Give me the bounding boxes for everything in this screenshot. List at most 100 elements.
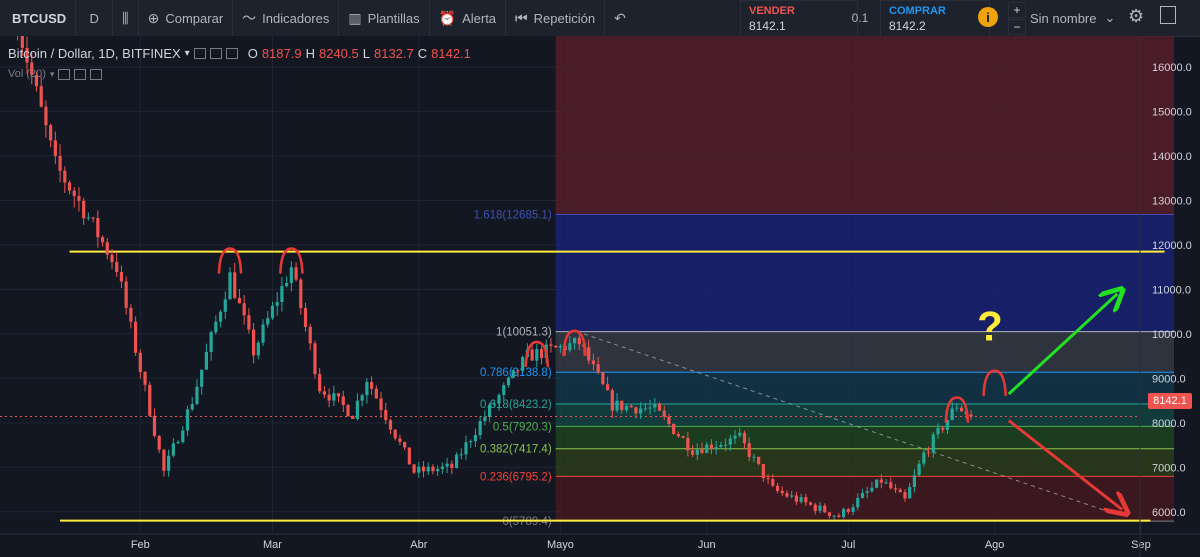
candle-body [322, 391, 326, 395]
layout-menu[interactable]: Sin nombre ⌄ [1030, 0, 1115, 36]
candle-body [639, 408, 643, 414]
fib-band [555, 404, 1174, 427]
candle-body [624, 405, 629, 410]
candle-body [294, 267, 298, 280]
compare-icon: ⊕ [147, 9, 160, 26]
x-tick-label: Abr [410, 539, 427, 551]
candle-body [105, 242, 109, 255]
candle-body [67, 182, 72, 191]
indicators-icon: 〜 [242, 10, 257, 26]
candle-body [747, 443, 751, 457]
candle-body [941, 427, 945, 430]
quantity-value[interactable]: 0.1 [851, 11, 869, 25]
layout-name: Sin nombre [1030, 10, 1097, 26]
candle-body [421, 466, 426, 472]
candle-body [440, 466, 444, 470]
settings-mini-icon[interactable] [209, 48, 222, 59]
decrease-qty-button[interactable]: − [1008, 19, 1026, 35]
candle-body [842, 509, 846, 518]
candle-body [686, 437, 690, 451]
candle-body [34, 74, 39, 87]
candle-body [365, 381, 369, 396]
candle-body [49, 125, 53, 141]
sell-price: 8142.1 [749, 19, 786, 33]
candle-body [657, 403, 662, 411]
candle-body [379, 398, 383, 410]
candle-body [539, 349, 544, 359]
x-tick-label: Jul [841, 539, 855, 551]
undo-button[interactable]: ↶ [605, 0, 635, 36]
candle-body [237, 297, 242, 304]
symbol-search[interactable]: BTCUSD [0, 0, 77, 36]
replay-button[interactable]: ⏮ Repetición [506, 0, 606, 36]
chevron-down-icon[interactable]: ▾ [49, 68, 55, 79]
red-top-arc [524, 340, 550, 368]
templates-button[interactable]: ▥ Plantillas [339, 0, 430, 36]
low-value: 8132.7 [373, 46, 414, 61]
question-mark-annotation: ? [977, 303, 1003, 350]
candle-body [728, 438, 732, 445]
candle-body [303, 308, 308, 327]
settings-mini-icon[interactable] [74, 68, 87, 80]
close-value: 8142.1 [431, 46, 471, 61]
fullscreen-icon[interactable] [1160, 6, 1176, 24]
x-tick-label: Sep [1131, 539, 1151, 551]
axes: 16000.0 15000.0 14000.0 13000.0 12000.0 11000… [0, 36, 1200, 557]
candle-body [20, 36, 24, 48]
candle-body [360, 395, 364, 401]
y-tick-label: 9000.0 [1152, 373, 1186, 385]
candle-body [771, 478, 775, 486]
chart-type-button[interactable]: ⫼ [113, 0, 139, 36]
buy-price: 8142.2 [889, 19, 926, 33]
price-chart[interactable]: 1.618(12685.1)1(10051.3)0.786(9138.8)0.6… [0, 36, 1200, 557]
gear-icon[interactable]: ⚙ [1128, 6, 1145, 26]
close-mini-icon[interactable] [90, 68, 103, 80]
alert-button[interactable]: ⏰ Alerta [430, 0, 507, 36]
candle-body [497, 394, 501, 404]
fib-level-label: 1(10051.3) [496, 327, 552, 339]
candle-body [138, 352, 142, 372]
candle-body [837, 515, 841, 518]
sell-button[interactable]: VENDER 8142.1 [740, 0, 858, 38]
increase-qty-button[interactable]: + [1008, 2, 1026, 18]
candle-body [417, 466, 421, 473]
replay-icon: ⏮ [515, 9, 528, 26]
candle-body [77, 196, 81, 201]
annotations: ? [217, 247, 1122, 510]
close-mini-icon[interactable] [225, 48, 238, 59]
candle-body [488, 404, 492, 417]
candle-body [757, 456, 761, 465]
candle-body [969, 414, 973, 417]
eye-icon[interactable] [193, 48, 206, 59]
high-value: 8240.5 [318, 46, 359, 61]
candle-body [634, 407, 638, 414]
buy-button[interactable]: COMPRAR 8142.2 [880, 0, 990, 38]
candle-body [285, 283, 289, 287]
warning-icon[interactable]: i [978, 7, 998, 27]
candle-body [700, 449, 704, 453]
candle-body [898, 489, 902, 493]
candle-body [676, 434, 680, 437]
candle-body [464, 442, 468, 455]
candle-body [667, 416, 671, 424]
candle-body [738, 432, 742, 436]
x-tick-label: Feb [131, 539, 150, 551]
interval-button[interactable]: D [76, 0, 114, 36]
candle-body [185, 409, 190, 431]
candle-body [808, 502, 813, 505]
candle-body [124, 281, 128, 308]
candle-body [620, 400, 624, 410]
candle-body [129, 307, 133, 322]
candle-body [653, 403, 657, 408]
candle-body [157, 435, 161, 450]
compare-button[interactable]: ⊕ Comparar [139, 0, 234, 36]
candle-body [681, 436, 685, 438]
chevron-down-icon[interactable]: ▾ [184, 48, 190, 59]
indicators-button[interactable]: 〜 Indicadores [233, 0, 340, 36]
candle-body [148, 384, 152, 416]
trend-line [583, 333, 1123, 517]
eye-icon[interactable] [58, 68, 71, 80]
volume-legend: Vol (20) ▾ [8, 68, 103, 80]
candle-body [511, 370, 515, 378]
candle-body [577, 337, 581, 345]
